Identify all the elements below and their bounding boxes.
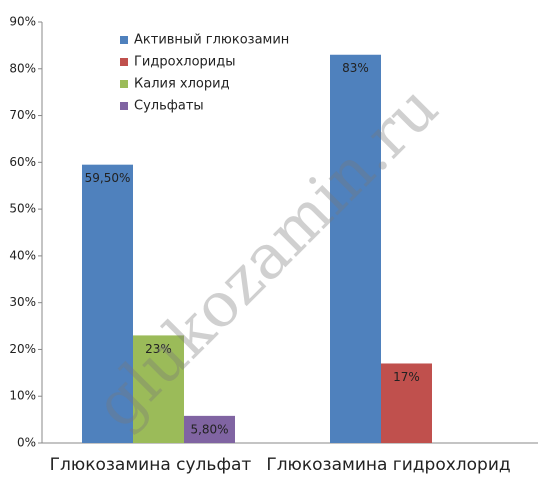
legend-swatch <box>120 58 128 66</box>
x-tick-label: Глюкозамина гидрохлорид <box>266 455 510 475</box>
data-label: 17% <box>393 370 420 384</box>
y-tick-label: 70% <box>9 108 36 122</box>
data-label: 59,50% <box>85 171 131 185</box>
legend-swatch <box>120 36 128 44</box>
y-tick-label: 30% <box>9 295 36 309</box>
y-tick-label: 90% <box>9 15 36 29</box>
y-tick-label: 80% <box>9 61 36 75</box>
legend-label: Сульфаты <box>134 99 204 114</box>
legend-label: Калия хлорид <box>134 77 230 92</box>
y-tick-label: 20% <box>9 342 36 356</box>
y-tick-label: 50% <box>9 202 36 216</box>
bar <box>133 335 184 443</box>
y-tick-label: 10% <box>9 389 36 403</box>
data-label: 5,80% <box>190 422 228 436</box>
x-tick-label: Глюкозамина сульфат <box>50 455 252 475</box>
bar <box>330 54 381 443</box>
bar <box>381 363 432 443</box>
legend-swatch <box>120 80 128 88</box>
legend-swatch <box>120 102 128 110</box>
bar <box>82 164 133 443</box>
y-tick-label: 40% <box>9 248 36 262</box>
legend-label: Гидрохлориды <box>134 55 235 70</box>
data-label: 83% <box>342 61 369 75</box>
bar <box>184 415 235 443</box>
y-tick-label: 0% <box>17 436 36 450</box>
data-label: 23% <box>145 342 172 356</box>
legend-label: Активный глюкозамин <box>134 33 289 48</box>
y-tick-label: 60% <box>9 155 36 169</box>
